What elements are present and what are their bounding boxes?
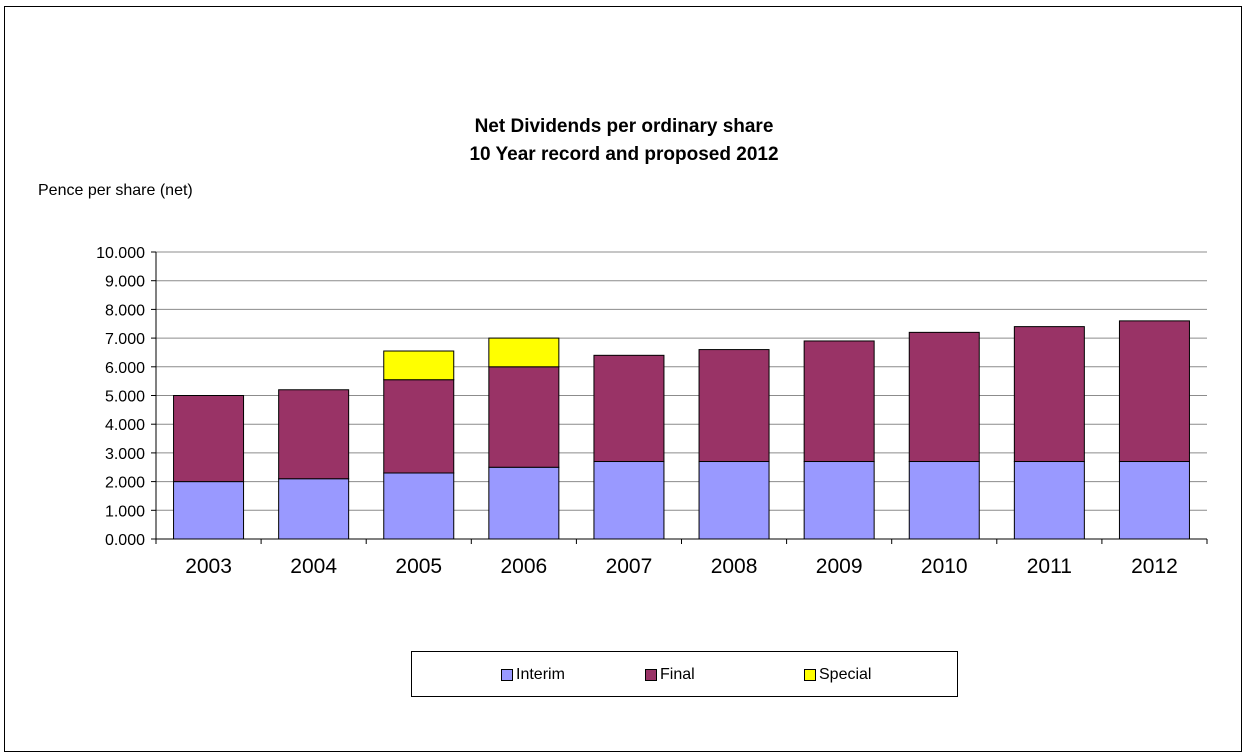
- bar-interim-2012: [1118, 461, 1190, 540]
- legend-item-interim: Interim: [501, 666, 565, 684]
- y-tick-label: 9.000: [105, 274, 145, 291]
- legend-label-interim: Interim: [516, 666, 565, 683]
- bar-interim-2006: [488, 466, 560, 540]
- y-tick-label: 4.000: [105, 417, 145, 434]
- legend-label-final: Final: [660, 666, 695, 683]
- bar-final-2004: [278, 389, 350, 480]
- legend-item-special: Special: [804, 666, 871, 684]
- bar-special-2006: [488, 337, 560, 368]
- bar-final-2006: [488, 366, 560, 468]
- y-tick-label: 5.000: [105, 389, 145, 406]
- x-tick-label: 2006: [500, 555, 547, 578]
- bar-interim-2008: [698, 461, 770, 540]
- y-tick-label: 1.000: [105, 503, 145, 520]
- x-tick-label: 2004: [290, 555, 337, 578]
- y-tick-label: 8.000: [105, 302, 145, 319]
- x-tick-label: 2010: [921, 555, 968, 578]
- bar-final-2011: [1013, 326, 1085, 463]
- legend-swatch-final: [645, 669, 657, 681]
- bar-interim-2005: [383, 472, 455, 540]
- bar-interim-2003: [173, 481, 245, 540]
- x-tick-label: 2012: [1131, 555, 1178, 578]
- x-tick-label: 2003: [185, 555, 232, 578]
- bar-interim-2010: [908, 461, 980, 540]
- chart-title: Net Dividends per ordinary share: [474, 116, 774, 137]
- legend: Interim Final Special: [411, 651, 958, 697]
- y-axis-label: Pence per share (net): [38, 182, 193, 199]
- x-tick-label: 2009: [816, 555, 863, 578]
- legend-item-final: Final: [645, 666, 695, 684]
- bar-interim-2011: [1013, 461, 1085, 540]
- x-tick-label: 2007: [606, 555, 653, 578]
- bar-final-2010: [908, 331, 980, 463]
- bar-final-2003: [173, 395, 245, 483]
- bar-special-2005: [383, 350, 455, 381]
- x-tick-label: 2005: [395, 555, 442, 578]
- y-tick-label: 2.000: [105, 475, 145, 492]
- legend-swatch-special: [804, 669, 816, 681]
- bar-final-2005: [383, 379, 455, 474]
- y-tick-label: 0.000: [105, 532, 145, 549]
- x-tick-label: 2011: [1027, 555, 1072, 578]
- bar-final-2009: [803, 340, 875, 463]
- bar-final-2008: [698, 349, 770, 463]
- chart-subtitle: 10 Year record and proposed 2012: [469, 144, 779, 165]
- x-tick-label: 2008: [711, 555, 758, 578]
- y-tick-label: 10.000: [96, 245, 145, 262]
- bar-interim-2004: [278, 478, 350, 540]
- bar-final-2012: [1118, 320, 1190, 463]
- bar-interim-2007: [593, 461, 665, 540]
- y-tick-label: 7.000: [105, 331, 145, 348]
- y-tick-label: 6.000: [105, 360, 145, 377]
- y-tick-label: 3.000: [105, 446, 145, 463]
- bar-final-2007: [593, 354, 665, 463]
- legend-label-special: Special: [819, 666, 872, 683]
- bar-interim-2009: [803, 461, 875, 540]
- legend-swatch-interim: [501, 669, 513, 681]
